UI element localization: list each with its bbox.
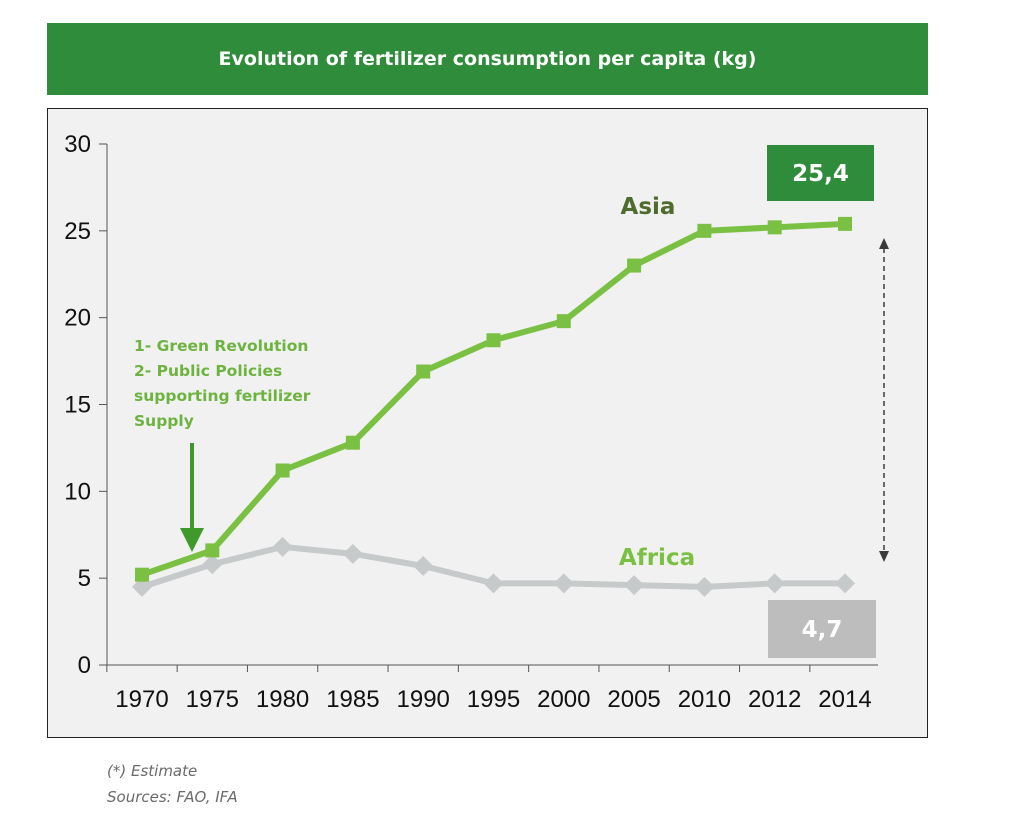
data-point-africa: [483, 573, 504, 594]
data-point-asia: [345, 435, 360, 450]
data-point-africa: [694, 576, 715, 597]
end-value-label-africa: 4,7: [802, 617, 843, 643]
data-point-asia: [767, 220, 782, 235]
annotation-line: Supply: [134, 412, 194, 430]
gap-arrow-up-icon: [879, 238, 889, 249]
data-point-asia: [697, 223, 712, 238]
series-label-africa: Africa: [619, 545, 695, 571]
gap-arrow-down-icon: [879, 551, 889, 562]
x-tick-label: 1980: [256, 686, 309, 713]
data-point-asia: [416, 364, 431, 379]
x-tick-label: 2012: [748, 686, 801, 713]
x-tick-label: 2005: [607, 686, 660, 713]
data-point-asia: [275, 463, 290, 478]
data-point-africa: [624, 575, 645, 596]
y-tick-label: 5: [78, 565, 91, 592]
x-tick-label: 1970: [115, 686, 168, 713]
x-tick-label: 1985: [326, 686, 379, 713]
annotation-arrow-head-icon: [180, 528, 204, 552]
data-point-africa: [413, 556, 434, 577]
y-tick-label: 30: [64, 131, 91, 158]
data-point-asia: [486, 333, 501, 348]
x-tick-label: 1995: [467, 686, 520, 713]
x-tick-label: 1990: [397, 686, 450, 713]
data-point-africa: [342, 543, 363, 564]
data-point-africa: [835, 573, 855, 594]
data-point-africa: [202, 554, 223, 575]
data-point-asia: [556, 314, 571, 329]
data-point-africa: [132, 576, 152, 597]
x-tick-label: 2014: [818, 686, 871, 713]
y-tick-label: 10: [64, 478, 91, 505]
y-tick-label: 15: [64, 392, 91, 419]
x-tick-label: 2000: [537, 686, 590, 713]
x-tick-label: 1975: [186, 686, 239, 713]
data-point-africa: [553, 573, 574, 594]
y-tick-label: 0: [78, 652, 91, 679]
footnote-sources: Sources: FAO, IFA: [107, 788, 238, 806]
annotation-line: supporting fertilizer: [134, 387, 311, 405]
data-point-africa: [764, 573, 785, 594]
end-value-label-asia: 25,4: [792, 161, 849, 187]
y-tick-label: 25: [64, 218, 91, 245]
data-point-asia: [135, 567, 149, 582]
footnote-estimate: (*) Estimate: [107, 762, 198, 780]
y-tick-label: 20: [64, 305, 91, 332]
end-value-badge-africa: [768, 600, 876, 658]
data-point-asia: [627, 258, 642, 273]
end-value-badge-asia: [767, 145, 874, 201]
chart-title: Evolution of fertilizer consumption per …: [47, 23, 928, 95]
annotation-line: 1- Green Revolution: [134, 337, 308, 355]
x-tick-label: 2010: [678, 686, 731, 713]
data-point-asia: [838, 216, 852, 231]
annotation-line: 2- Public Policies: [134, 362, 282, 380]
series-label-asia: Asia: [621, 194, 676, 220]
data-point-asia: [205, 543, 220, 558]
data-point-africa: [272, 536, 293, 557]
